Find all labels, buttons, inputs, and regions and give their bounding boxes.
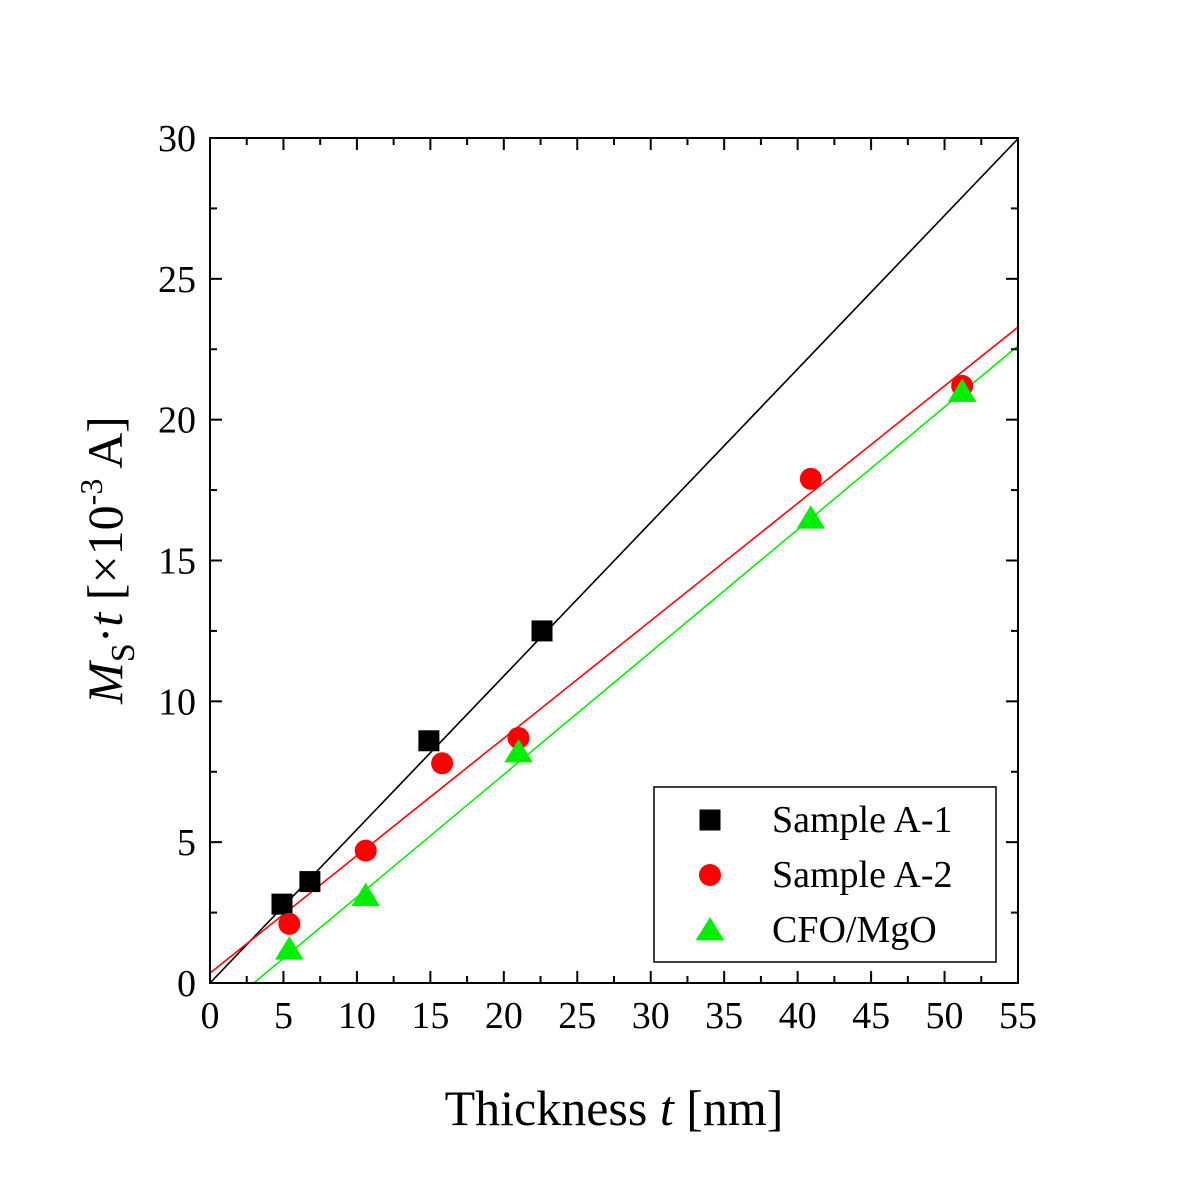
x-tick-label: 10 — [338, 995, 376, 1037]
x-tick-label: 50 — [926, 995, 964, 1037]
legend-label-cfo-mgo: CFO/MgO — [772, 909, 937, 951]
y-tick-label: 30 — [158, 118, 196, 160]
x-tick-label: 45 — [852, 995, 890, 1037]
data-point-triangle — [947, 378, 977, 402]
data-point-square — [418, 730, 440, 752]
y-tick-label: 20 — [158, 400, 196, 442]
data-point-triangle — [351, 882, 381, 907]
legend-symbol-square — [699, 809, 721, 831]
fit-line-square — [210, 138, 1018, 983]
data-point-square — [299, 871, 321, 893]
x-tick-label: 5 — [274, 995, 293, 1037]
x-tick-label: 25 — [558, 995, 596, 1037]
y-tick-label: 15 — [158, 541, 196, 583]
fit-line-circle — [210, 326, 1018, 974]
data-point-triangle — [796, 505, 826, 529]
x-tick-label: 55 — [999, 995, 1037, 1037]
x-tick-label: 15 — [411, 995, 449, 1037]
x-axis-title: Thickness t [nm] — [445, 1080, 784, 1136]
y-axis-title: MS·t [×10-3 A] — [73, 416, 142, 705]
data-point-circle — [431, 752, 454, 775]
x-tick-label: 40 — [779, 995, 817, 1037]
data-point-circle — [799, 467, 822, 490]
y-tick-label: 10 — [158, 681, 196, 723]
y-tick-label: 5 — [177, 822, 196, 864]
data-point-circle — [278, 912, 301, 935]
x-tick-label: 20 — [485, 995, 523, 1037]
data-point-square — [531, 620, 553, 642]
data-point-circle — [507, 726, 530, 749]
y-tick-label: 0 — [177, 963, 196, 1005]
data-markers — [271, 374, 977, 960]
fit-lines — [210, 138, 1018, 983]
x-tick-label: 35 — [705, 995, 743, 1037]
data-point-circle — [354, 839, 377, 862]
tick-labels: 0 5 10 15 20 25 30 35 40 45 50 55 0 5 10 15 20 25 30 — [158, 118, 1037, 1037]
data-point-triangle — [504, 739, 533, 763]
legend-label-sample-a1: Sample A-1 — [772, 799, 952, 841]
legend: Sample A-1 Sample A-2 CFO/MgO — [653, 786, 997, 963]
axis-ticks — [209, 137, 1019, 984]
data-point-square — [271, 893, 293, 915]
legend-label-sample-a2: Sample A-2 — [772, 854, 952, 896]
x-tick-label: 30 — [632, 995, 670, 1037]
legend-symbol-triangle — [695, 917, 725, 941]
data-point-triangle — [275, 936, 304, 960]
x-tick-label: 0 — [201, 995, 220, 1037]
y-tick-label: 25 — [158, 259, 196, 301]
legend-symbol-circle — [699, 864, 721, 886]
fit-line-triangle — [252, 345, 1018, 983]
